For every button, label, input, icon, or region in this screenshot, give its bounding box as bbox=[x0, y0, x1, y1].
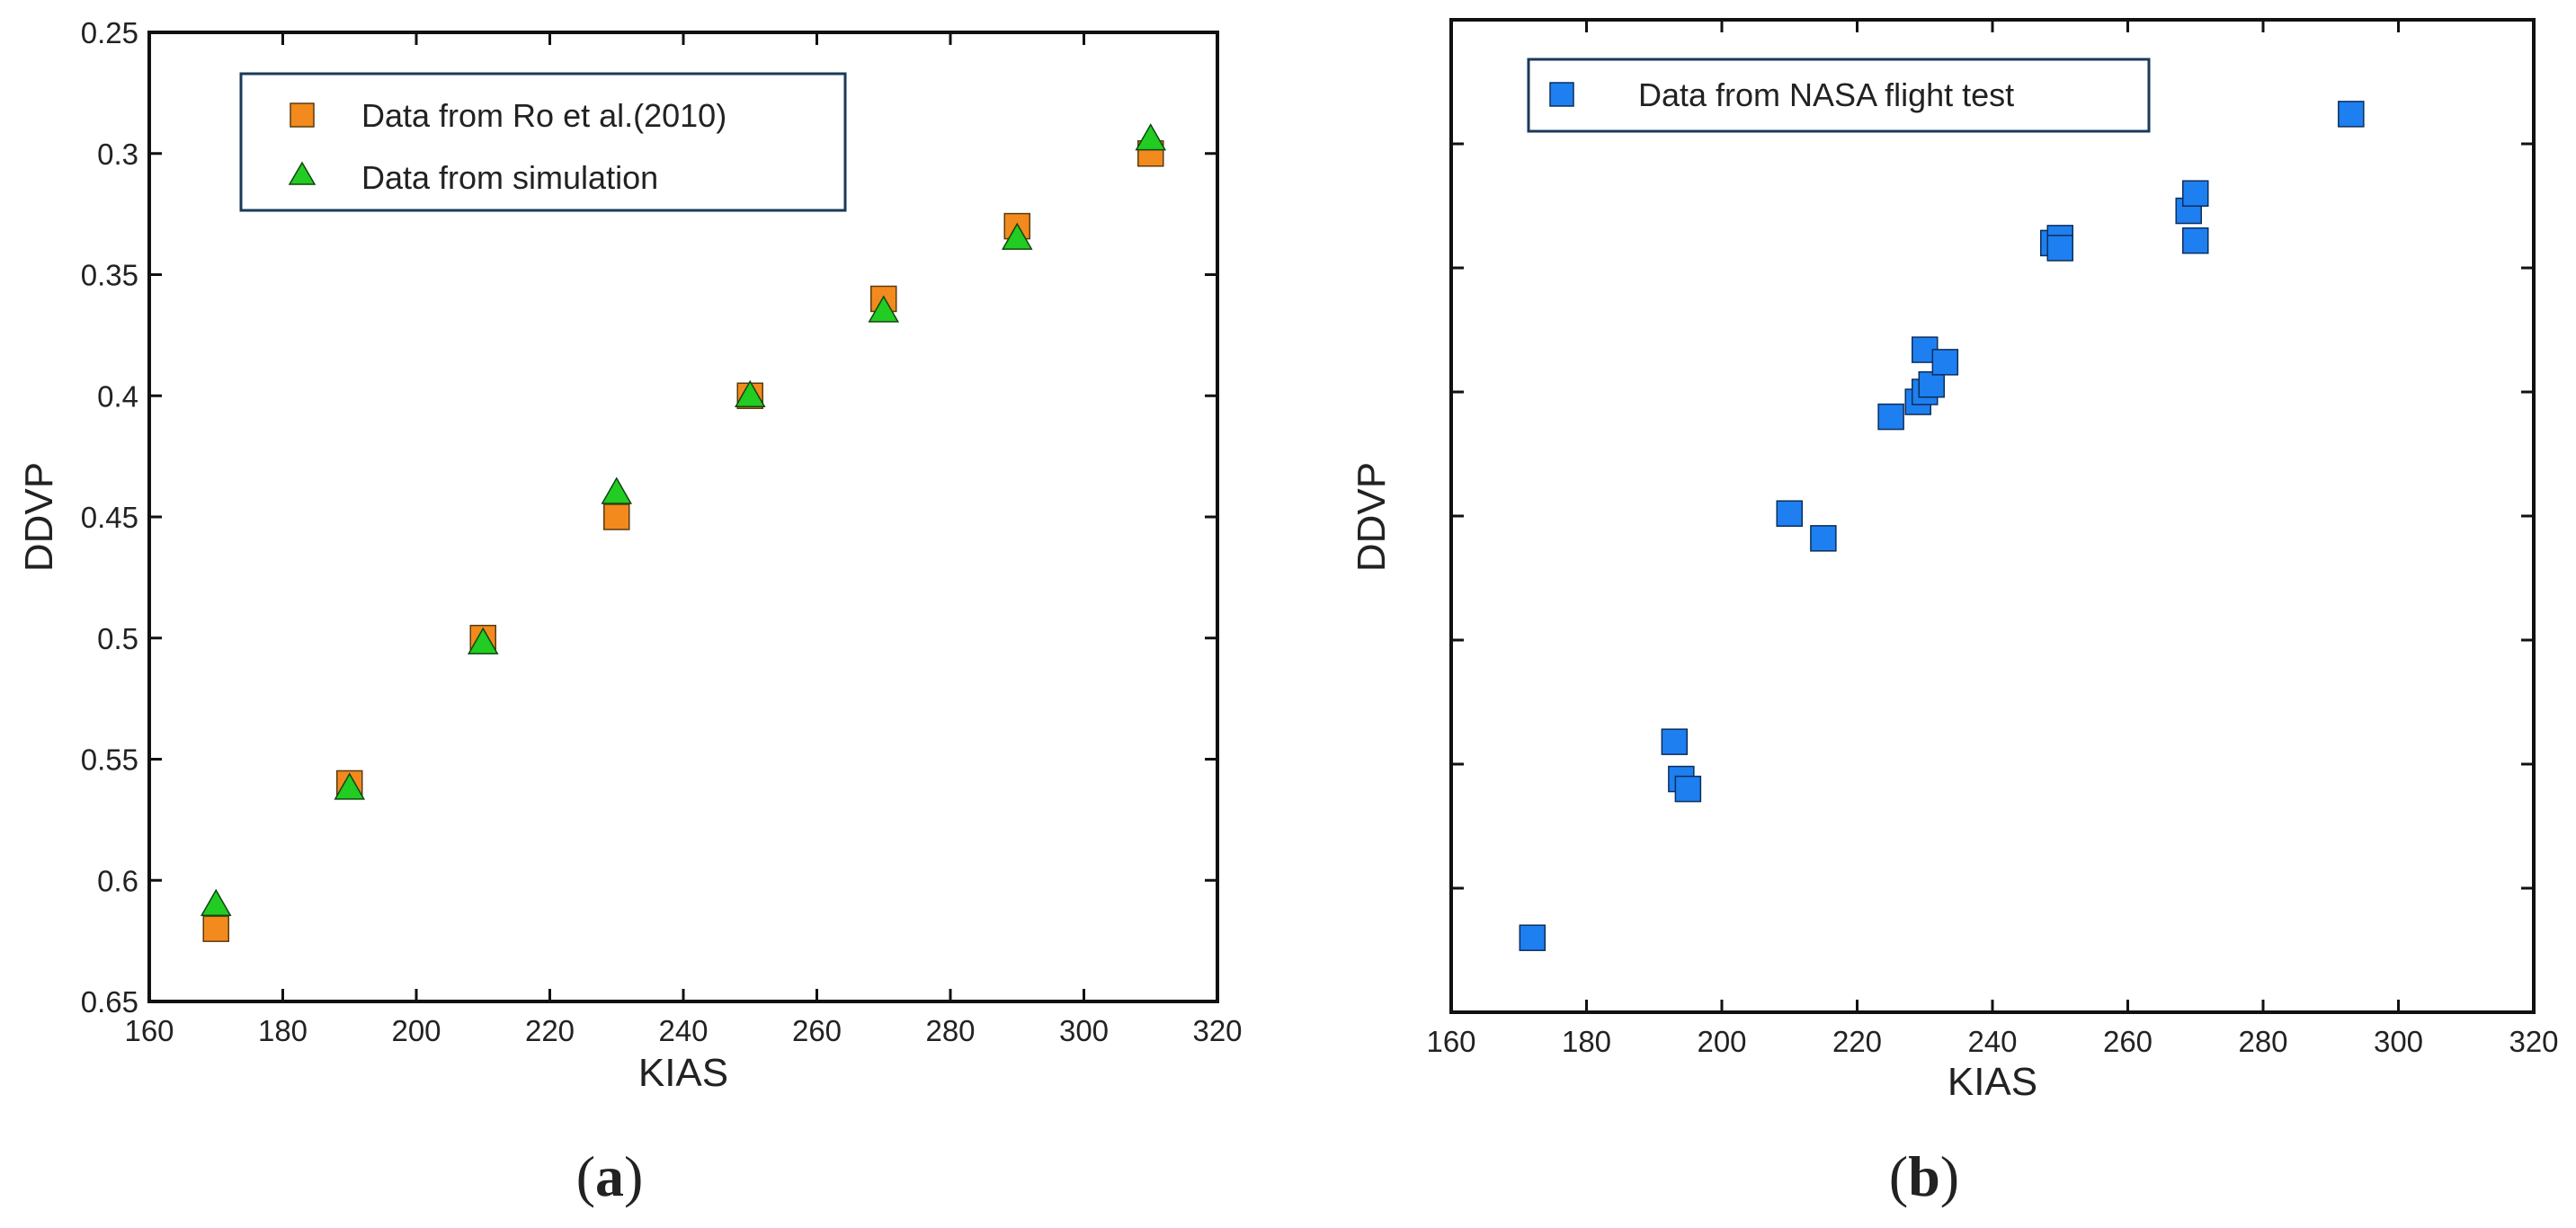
data-point-b-s0 bbox=[2046, 235, 2073, 262]
data-point-b-s0 bbox=[2182, 180, 2209, 207]
y-ticks-a: 0.25 0.3 0.35 0.4 0.45 0.5 0.55 0.6 0.65 bbox=[81, 16, 1217, 1019]
x-tick-label-a: 180 bbox=[258, 1014, 308, 1047]
legend-marker-simulation bbox=[288, 161, 316, 185]
chart-panel-b: 160 180 200 220 240 260 280 300 320 KIAS DDVP Da… bbox=[1350, 18, 2559, 1208]
x-tick-label-a: 220 bbox=[525, 1014, 575, 1047]
plot-frame-b bbox=[1449, 18, 2536, 1014]
panel-caption-b-open: ( bbox=[1889, 1144, 1908, 1208]
y-tick-label-a: 0.5 bbox=[97, 622, 138, 655]
x-tick-label-a: 200 bbox=[391, 1014, 441, 1047]
panel-caption-b-letter: b bbox=[1908, 1144, 1940, 1208]
data-points-b bbox=[1519, 101, 2365, 951]
y-tick-label-a: 0.65 bbox=[81, 985, 138, 1019]
x-axis-label-a: KIAS bbox=[638, 1051, 728, 1095]
y-tick-label-a: 0.25 bbox=[81, 16, 138, 49]
y-tick-label-a: 0.4 bbox=[97, 379, 138, 413]
x-tick-label-b: 180 bbox=[1562, 1025, 1611, 1058]
x-ticks-a: 160 180 200 220 240 260 280 300 320 bbox=[124, 32, 1243, 1047]
y-tick-label-a: 0.55 bbox=[81, 743, 138, 777]
data-point-a-s1 bbox=[200, 888, 232, 916]
data-point-b-s0 bbox=[2182, 227, 2209, 254]
y-tick-label-a: 0.3 bbox=[97, 138, 138, 171]
data-point-a-s1 bbox=[467, 627, 499, 654]
x-tick-label-b: 200 bbox=[1697, 1025, 1746, 1058]
x-tick-label-a: 300 bbox=[1059, 1014, 1109, 1047]
chart-panel-a: 160 180 200 220 240 260 280 300 320 0.250.30.350… bbox=[17, 16, 1243, 1208]
data-point-a-s1 bbox=[1135, 123, 1167, 151]
panel-caption-a-open: ( bbox=[576, 1144, 595, 1208]
x-tick-label-a: 160 bbox=[124, 1014, 174, 1047]
x-tick-label-b: 260 bbox=[2103, 1025, 2153, 1058]
panel-caption-a-close: ) bbox=[624, 1144, 643, 1208]
x-tick-label-a: 260 bbox=[792, 1014, 842, 1047]
legend-box-a bbox=[239, 72, 847, 212]
x-axis-label-b: KIAS bbox=[1948, 1060, 2037, 1104]
data-points-a bbox=[200, 123, 1167, 942]
legend-box-b bbox=[1527, 58, 2151, 133]
legend-label-simulation: Data from simulation bbox=[361, 159, 658, 196]
data-point-b-s0 bbox=[2338, 101, 2365, 128]
data-point-a-s1 bbox=[734, 379, 766, 407]
panel-caption-a: (a) bbox=[576, 1144, 644, 1208]
legend-label-ro: Data from Ro et al.(2010) bbox=[361, 97, 726, 134]
data-point-b-s0 bbox=[1931, 349, 1959, 376]
data-point-b-s0 bbox=[1519, 924, 1546, 951]
legend-label-nasa: Data from NASA flight test bbox=[1638, 76, 2014, 113]
data-point-a-s1 bbox=[601, 476, 633, 504]
panel-caption-a-letter: a bbox=[595, 1144, 624, 1208]
data-point-b-s0 bbox=[1661, 728, 1689, 755]
panel-caption-b-close: ) bbox=[1940, 1144, 1959, 1208]
data-point-a-s1 bbox=[1001, 222, 1033, 250]
y-tick-label-a: 0.45 bbox=[81, 501, 138, 534]
legend-b: Data from NASA flight test bbox=[1527, 58, 2151, 133]
y-axis-label-a: DDVP bbox=[17, 462, 61, 572]
data-point-b-s0 bbox=[1674, 775, 1702, 803]
x-tick-label-a: 280 bbox=[925, 1014, 975, 1047]
data-point-a-s1 bbox=[868, 295, 900, 323]
data-point-b-s0 bbox=[1776, 500, 1803, 527]
panel-caption-b: (b) bbox=[1889, 1144, 1959, 1208]
x-tick-label-a: 320 bbox=[1192, 1014, 1242, 1047]
x-tick-label-b: 300 bbox=[2374, 1025, 2423, 1058]
y-tick-label-a: 0.6 bbox=[97, 864, 138, 897]
x-tick-label-b: 320 bbox=[2509, 1025, 2558, 1058]
data-point-b-s0 bbox=[1918, 370, 1946, 398]
data-point-b-s0 bbox=[1877, 403, 1904, 431]
legend-marker-nasa bbox=[1549, 82, 1574, 107]
x-tick-label-b: 240 bbox=[1967, 1025, 2017, 1058]
data-point-a-s1 bbox=[334, 772, 366, 800]
x-tick-label-b: 160 bbox=[1426, 1025, 1475, 1058]
data-point-a-s0 bbox=[603, 503, 630, 530]
x-tick-label-b: 220 bbox=[1832, 1025, 1882, 1058]
data-point-a-s0 bbox=[202, 915, 229, 942]
legend-marker-ro bbox=[290, 102, 315, 128]
legend-a: Data from Ro et al.(2010) Data from simu… bbox=[239, 72, 847, 212]
y-ticks-b bbox=[1451, 18, 2534, 1014]
data-point-b-s0 bbox=[1810, 525, 1837, 552]
x-tick-label-b: 280 bbox=[2238, 1025, 2287, 1058]
x-tick-label-a: 240 bbox=[658, 1014, 708, 1047]
x-ticks-b: 160 180 200 220 240 260 280 300 320 bbox=[1426, 20, 2559, 1058]
y-tick-label-a: 0.35 bbox=[81, 259, 138, 292]
y-axis-label-b: DDVP bbox=[1350, 462, 1394, 572]
